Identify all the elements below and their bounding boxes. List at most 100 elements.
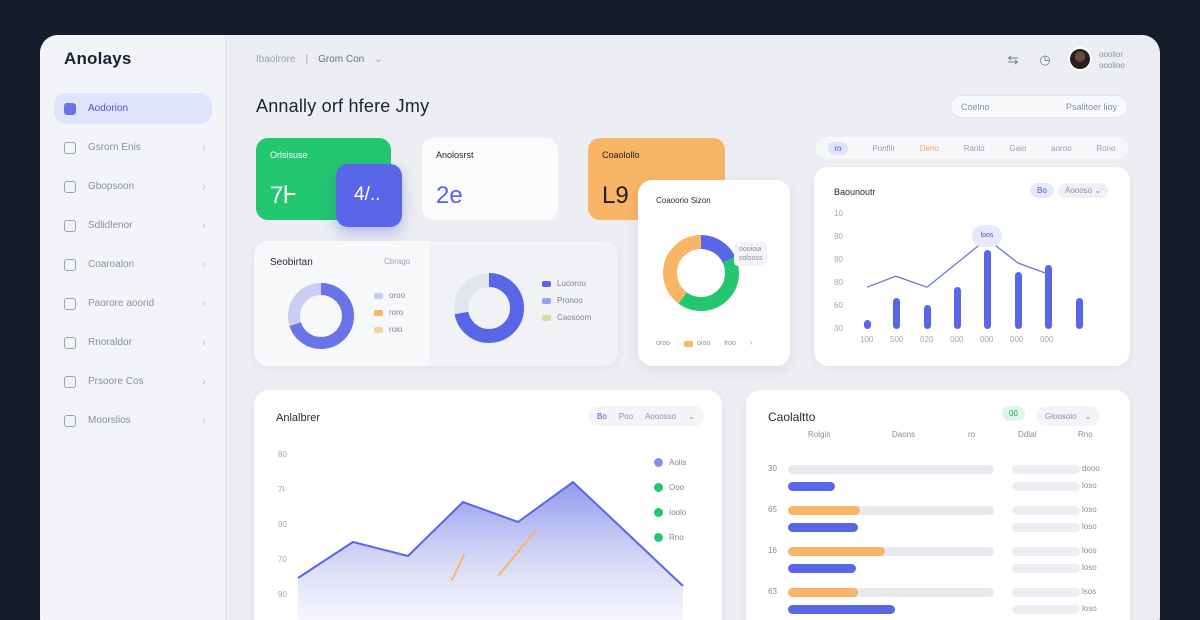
- bar[interactable]: [1015, 271, 1022, 329]
- kpi-value: 4/..: [354, 184, 381, 205]
- kpi-card-white[interactable]: Anolosrst 2e: [422, 138, 558, 220]
- period-dropdown[interactable]: Aoooso ⌄: [1058, 183, 1109, 198]
- progress-track: [788, 506, 994, 515]
- x-axis-label: 000: [950, 335, 964, 344]
- search-input[interactable]: Coelno Psalitoer lioy: [950, 95, 1128, 118]
- column-header[interactable]: Ddlal: [1018, 430, 1037, 439]
- area-fill: [298, 482, 683, 620]
- card-footer: oroo oioo lroo ›: [656, 340, 752, 347]
- status-badge[interactable]: 00: [1002, 406, 1025, 421]
- chevron-down-icon[interactable]: ⌄: [374, 54, 383, 65]
- app-logo: Anolays: [64, 49, 132, 68]
- table-dropdown[interactable]: Gloosoio ⌄: [1036, 406, 1101, 426]
- sidebar-item[interactable]: Prsoore Cos ›: [54, 366, 212, 397]
- column-header[interactable]: Daons: [892, 430, 916, 439]
- donut-chart-left: [288, 283, 354, 349]
- chevron-down-icon[interactable]: ⌄: [688, 411, 695, 421]
- bar[interactable]: [1076, 298, 1083, 329]
- sidebar-item[interactable]: Gbopsoon ›: [54, 171, 212, 202]
- filter-pill[interactable]: Ranlo: [963, 143, 985, 153]
- breadcrumb-separator: |: [305, 54, 309, 65]
- y-axis-label: 70: [278, 555, 287, 564]
- avatar[interactable]: [1068, 47, 1092, 71]
- donut-slice: [663, 235, 739, 311]
- sidebar-item[interactable]: Sdlidlenor ›: [54, 210, 212, 241]
- bar[interactable]: [1045, 265, 1052, 329]
- y-axis-label: 10: [834, 209, 843, 218]
- progress-fill-orange: [788, 588, 859, 597]
- app-window: Anolays Aodorion Gsrorn Enis › Gbopsoon › Sdl…: [40, 35, 1160, 620]
- y-axis-label: 90: [834, 232, 843, 241]
- chevron-down-icon: ⌄: [1084, 411, 1092, 421]
- page-title: Annally orf hfere Jmy: [256, 96, 430, 116]
- filter-pill[interactable]: aoroo: [1051, 143, 1072, 153]
- progress-fill-orange: [788, 547, 885, 556]
- y-axis-label: 90: [278, 520, 287, 529]
- filter-pill[interactable]: Ponfilr: [872, 143, 895, 153]
- value-cell: [1012, 547, 1080, 556]
- nav-item-icon: [64, 102, 76, 115]
- sidebar-item[interactable]: Moorslios ›: [54, 405, 212, 436]
- row-value: loso: [1082, 604, 1097, 613]
- bar[interactable]: [954, 287, 961, 329]
- sidebar-item[interactable]: Paorore aoorid ›: [54, 288, 212, 319]
- column-header[interactable]: ro: [968, 430, 976, 439]
- chevron-right-icon: ›: [202, 179, 206, 193]
- trend-line: [866, 237, 1049, 288]
- sidebar-item[interactable]: Aodorion: [54, 93, 212, 124]
- donut-slice: [288, 283, 354, 349]
- filter-pill[interactable]: ro: [828, 141, 848, 155]
- filter-pill[interactable]: Rono: [1096, 143, 1116, 153]
- progress-fill-blue: [788, 523, 859, 532]
- kpi-label: Coaolollo: [602, 150, 640, 160]
- kpi-value: 2e: [436, 182, 463, 209]
- legend-swatch: [542, 280, 551, 287]
- sidebar-item-label: Gsrorn Enis: [88, 142, 141, 153]
- kpi-card-blue[interactable]: 4/..: [336, 164, 402, 227]
- bar[interactable]: [893, 298, 900, 329]
- column-header[interactable]: Rolgis: [808, 430, 831, 439]
- breadcrumb-item-current[interactable]: Grom Con: [318, 54, 365, 65]
- chevron-right-icon: ›: [202, 374, 206, 388]
- nav-item-icon: [64, 219, 76, 232]
- area-legend: Aolis Ooo Ioolo Rno: [654, 450, 686, 550]
- bar[interactable]: [924, 304, 931, 329]
- filter-tag[interactable]: Bo: [1030, 183, 1054, 198]
- chevron-right-icon[interactable]: ›: [749, 340, 753, 347]
- value-cell: [1012, 482, 1080, 491]
- toggle-tag[interactable]: Bo: [597, 411, 607, 421]
- nav-item-icon: [64, 180, 76, 193]
- breadcrumb-item-root[interactable]: Ibaolrore: [256, 54, 296, 65]
- row-number: 30: [768, 464, 777, 473]
- filter-pill[interactable]: Gaio: [1009, 143, 1027, 153]
- bar[interactable]: [864, 320, 871, 329]
- search-filter-label[interactable]: Psalitoer lioy: [1065, 101, 1117, 112]
- progress-track: [788, 482, 994, 491]
- sidebar-item[interactable]: Coaroalon ›: [54, 249, 212, 280]
- legend-swatch: [542, 314, 551, 321]
- user-name: ooolior ooolioo: [1099, 49, 1125, 71]
- legend-label: oroo: [389, 291, 406, 300]
- progress-track: [788, 523, 994, 532]
- sidebar-item[interactable]: Gsrorn Enis ›: [54, 132, 212, 163]
- range-dropdown[interactable]: Aooosso: [645, 411, 677, 421]
- card-subtitle: Cbrago: [384, 257, 411, 266]
- legend-label: roro: [389, 308, 404, 317]
- progress-track: [788, 465, 994, 474]
- main-area: Ibaolrore | Grom Con ⌄ ⇆ ◷ ooolior oooli…: [226, 35, 1160, 620]
- x-axis-label: 100: [860, 335, 874, 344]
- legend-label: Ioolo: [669, 508, 687, 517]
- bar[interactable]: [984, 249, 991, 329]
- card-title: Anlalbrer: [276, 412, 321, 424]
- share-icon[interactable]: ⇆: [1007, 52, 1019, 67]
- filter-pills: ro Ponfilr Deno Ranlo Gaio aoroo Rono: [816, 137, 1128, 159]
- legend-left: oroo roro roio: [374, 287, 405, 338]
- column-header[interactable]: Rno: [1078, 430, 1093, 439]
- sidebar-item-label: Moorslios: [88, 415, 131, 426]
- row-value: loso: [1082, 481, 1097, 490]
- clock-icon[interactable]: ◷: [1039, 52, 1051, 67]
- sidebar-item[interactable]: Rnoraldor ›: [54, 327, 212, 358]
- filter-pill[interactable]: Deno: [919, 143, 939, 153]
- legend-dot: [654, 508, 663, 517]
- filter-label[interactable]: Poo: [618, 411, 634, 421]
